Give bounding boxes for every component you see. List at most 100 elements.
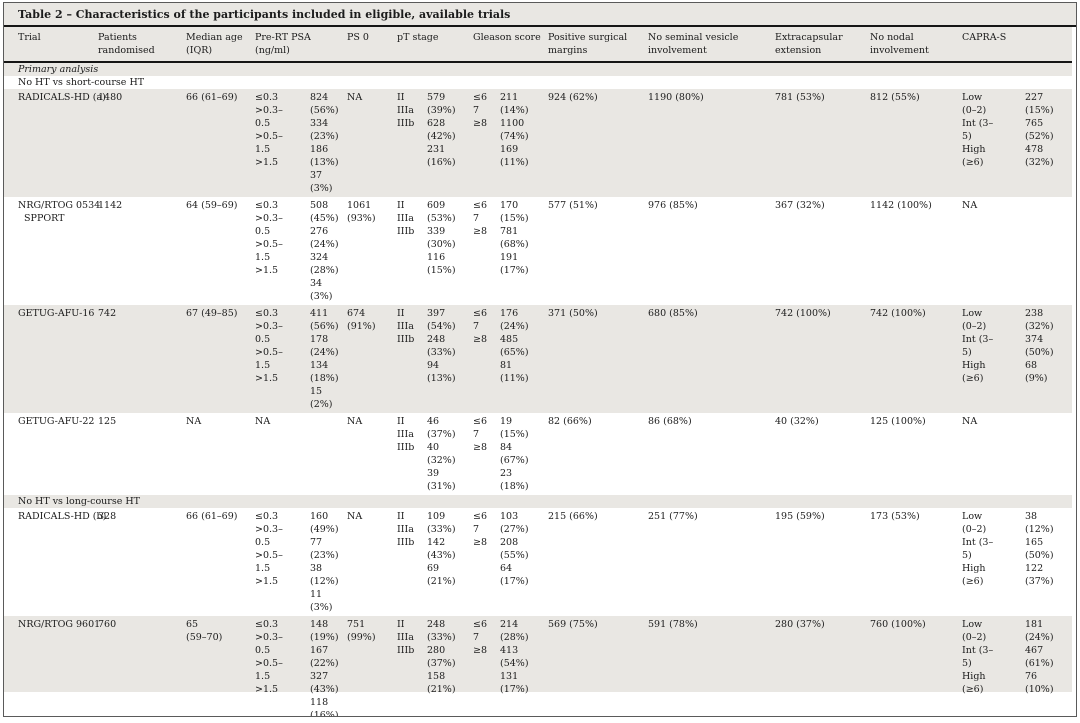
cell-capra-values: 227 (15%) 765 (52%) 478 (32%)	[1025, 92, 1054, 168]
column-header-trial: Trial	[4, 27, 98, 63]
cell-psa-categories: ≤0.3 >0.3– 0.5 >0.5– 1.5 >1.5	[255, 200, 283, 276]
cell-age: NA	[186, 416, 202, 427]
column-header-nsvi: No seminal vesicle involvement	[648, 27, 776, 63]
column-header-patients: Patients randomised	[98, 27, 186, 63]
cell-psa-values	[310, 413, 347, 495]
cell-capra-categories: Low (0–2) Int (3– 5) High (≥6)	[962, 92, 994, 168]
cell-ps0: NA	[347, 92, 363, 103]
column-header-pt: pT stage	[397, 27, 473, 63]
cell-pt-values: 46 (37%) 40 (32%) 39 (31%)	[427, 416, 456, 492]
cell-nni: 1142 (100%)	[870, 200, 932, 211]
column-header-psa: Pre-RT PSA (ng/ml)	[255, 27, 347, 63]
cell-pt-values: 109 (33%) 142 (43%) 69 (21%)	[427, 511, 456, 587]
cell-nni: 760 (100%)	[870, 616, 963, 716]
section-row: No HT vs long-course HT	[4, 495, 1073, 508]
cell-psm: 924 (62%)	[548, 92, 598, 103]
trial-row: NRG/RTOG 9601 760 65 (59–70) ≤0.3 >0.3– 0.5…	[4, 616, 1073, 716]
cell-pt-categories: II IIIa IIIb	[397, 511, 415, 548]
cell-gleason-values: 103 (27%) 208 (55%) 64 (17%)	[500, 511, 529, 587]
cell-capra-values: 238 (32%) 374 (50%) 68 (9%)	[1025, 308, 1054, 384]
cell-capra-categories: NA	[962, 200, 978, 211]
cell-psa-values: 148 (19%) 167 (22%) 327 (43%) 118 (16%)	[310, 616, 347, 716]
column-header-age: Median age (IQR)	[186, 27, 255, 63]
cell-capra-values: 181 (24%) 467 (61%) 76 (10%)	[1025, 616, 1073, 716]
cell-gleason-values: 214 (28%) 413 (54%) 131 (17%)	[500, 616, 549, 716]
cell-gleason-categories: ≤6 7 ≥8	[473, 308, 488, 345]
cell-patients: 328	[98, 511, 117, 522]
cell-trial: RADICALS-HD (a)	[18, 92, 106, 103]
table-title: Table 2 – Characteristics of the partici…	[4, 3, 1076, 27]
cell-ece: 742 (100%)	[775, 308, 831, 319]
cell-nni: 125 (100%)	[870, 416, 926, 427]
cell-patients: 1142	[98, 200, 123, 211]
cell-capra-values: 38 (12%) 165 (50%) 122 (37%)	[1025, 511, 1054, 587]
cell-psa-categories: ≤0.3 >0.3– 0.5 >0.5– 1.5 >1.5	[255, 511, 283, 587]
cell-patients: 1480	[98, 92, 123, 103]
cell-nsvi: 251 (77%)	[648, 511, 698, 522]
column-header-ece: Extracapsular extension	[775, 27, 871, 63]
cell-pt-categories: II IIIa IIIb	[397, 200, 415, 237]
cell-nsvi: 591 (78%)	[648, 616, 776, 716]
page-frame: Table 2 – Characteristics of the partici…	[3, 2, 1077, 717]
cell-gleason-categories: ≤6 7 ≥8	[473, 511, 488, 548]
section-label: No HT vs long-course HT	[18, 496, 140, 507]
cell-pt-values: 397 (54%) 248 (33%) 94 (13%)	[427, 308, 456, 384]
trial-row: NRG/RTOG 0534 SPPORT 1142 64 (59–69) ≤0.3 >…	[4, 197, 1072, 305]
cell-capra-categories: Low (0–2) Int (3– 5) High (≥6)	[962, 308, 994, 384]
cell-trial: NRG/RTOG 0534 SPPORT	[18, 200, 101, 224]
cell-trial: NRG/RTOG 9601	[4, 616, 100, 716]
cell-psa-values: 508 (45%) 276 (24%) 324 (28%) 34 (3%)	[310, 200, 339, 302]
trial-row: GETUG-AFU-22 125 NA NA NA II IIIa IIIb 46 (37%…	[4, 413, 1072, 495]
cell-psm: 371 (50%)	[548, 308, 598, 319]
cell-age: 66 (61–69)	[186, 511, 238, 522]
participants-table: Trial Patients randomised Median age (IQR)…	[4, 27, 1073, 716]
cell-ps0: 1061 (93%)	[347, 200, 376, 224]
cell-gleason-categories: ≤6 7 ≥8	[473, 416, 488, 453]
cell-capra-categories: Low (0–2) Int (3– 5) High (≥6)	[962, 616, 1026, 716]
cell-nsvi: 1190 (80%)	[648, 92, 704, 103]
cell-ps0: NA	[347, 416, 363, 427]
section-label: No HT vs short-course HT	[18, 77, 145, 88]
cell-gleason-values: 211 (14%) 1100 (74%) 169 (11%)	[500, 92, 529, 168]
cell-gleason-values: 19 (15%) 84 (67%) 23 (18%)	[500, 416, 529, 492]
cell-ece: 781 (53%)	[775, 92, 825, 103]
trial-row: RADICALS-HD (a) 1480 66 (61–69) ≤0.3 >0.3– …	[4, 89, 1073, 197]
cell-capra-categories: NA	[962, 416, 978, 427]
cell-age: 66 (61–69)	[186, 92, 238, 103]
cell-age: 64 (59–69)	[186, 200, 238, 211]
cell-pt-categories: II IIIa IIIb	[397, 92, 415, 129]
cell-capra-categories: Low (0–2) Int (3– 5) High (≥6)	[962, 511, 994, 587]
cell-patients: 125	[98, 416, 117, 427]
cell-gleason-values: 176 (24%) 485 (65%) 81 (11%)	[500, 308, 529, 384]
cell-ece: 280 (37%)	[775, 616, 871, 716]
cell-psa-categories: NA	[255, 416, 271, 427]
cell-ece: 367 (32%)	[775, 200, 825, 211]
cell-psm: 82 (66%)	[548, 416, 592, 427]
table-body: Primary analysis No HT vs short-course HT…	[4, 62, 1073, 716]
section-row: Primary analysis	[4, 62, 1073, 76]
cell-psa-values: 824 (56%) 334 (23%) 186 (13%) 37 (3%)	[310, 92, 339, 194]
cell-patients: 742	[98, 308, 117, 319]
cell-psm: 215 (66%)	[548, 511, 598, 522]
cell-psm: 569 (75%)	[548, 616, 649, 716]
cell-gleason-categories: ≤6 7 ≥8	[473, 200, 488, 237]
cell-psa-categories: ≤0.3 >0.3– 0.5 >0.5– 1.5 >1.5	[255, 616, 310, 716]
column-header-gleason: Gleason score	[473, 27, 549, 63]
cell-psa-categories: ≤0.3 >0.3– 0.5 >0.5– 1.5 >1.5	[255, 92, 283, 168]
cell-pt-categories: II IIIa IIIb	[397, 616, 427, 716]
cell-age: 65 (59–70)	[186, 616, 255, 716]
cell-pt-values: 248 (33%) 280 (37%) 158 (21%)	[427, 616, 473, 716]
cell-psm: 577 (51%)	[548, 200, 598, 211]
cell-age: 67 (49–85)	[186, 308, 238, 319]
cell-pt-values: 609 (53%) 339 (30%) 116 (15%)	[427, 200, 456, 276]
column-header-psm: Positive surgical margins	[548, 27, 649, 63]
column-header-ps0: PS 0	[347, 27, 397, 63]
header-row: Trial Patients randomised Median age (IQR)…	[4, 27, 1073, 63]
cell-trial: GETUG-AFU-22	[18, 416, 95, 427]
cell-pt-categories: II IIIa IIIb	[397, 416, 415, 453]
cell-gleason-categories: ≤6 7 ≥8	[473, 92, 488, 129]
cell-nni: 812 (55%)	[870, 92, 920, 103]
cell-psa-categories: ≤0.3 >0.3– 0.5 >0.5– 1.5 >1.5	[255, 308, 283, 384]
cell-nni: 173 (53%)	[870, 511, 920, 522]
cell-trial: GETUG-AFU-16	[18, 308, 95, 319]
